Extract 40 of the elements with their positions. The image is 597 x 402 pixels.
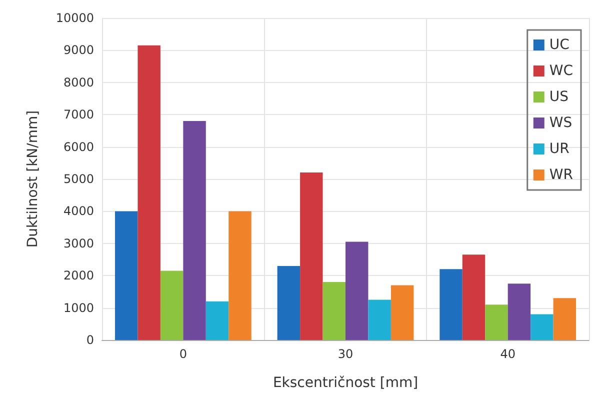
- y-tick-label: 7000: [63, 108, 94, 122]
- y-tick-label: 2000: [63, 268, 94, 283]
- bar: [206, 301, 229, 340]
- bar: [277, 266, 300, 340]
- y-tick-label: 0: [86, 333, 94, 347]
- bar: [138, 45, 160, 340]
- x-tick-label: 0: [179, 347, 187, 361]
- y-tick-label: 4000: [63, 204, 94, 218]
- x-tick-label: 30: [338, 347, 354, 361]
- y-tick-label: 3000: [63, 236, 94, 250]
- y-tick-label: 10000: [56, 11, 94, 25]
- legend-label: UR: [549, 141, 570, 157]
- bar: [553, 298, 576, 340]
- x-axis-title: Ekscentričnost [mm]: [272, 375, 418, 391]
- bar: [114, 211, 138, 340]
- bar: [228, 211, 252, 340]
- legend-label: WS: [549, 115, 572, 131]
- y-axis-title: Duktilnost [kN/mm]: [25, 110, 41, 248]
- legend-label: UC: [549, 37, 570, 53]
- y-tick-label: 8000: [63, 75, 94, 90]
- bar: [183, 121, 206, 340]
- legend-label: WR: [549, 167, 574, 183]
- bar: [530, 314, 554, 340]
- legend-label: US: [549, 89, 569, 105]
- bar: [440, 269, 462, 340]
- bar: [485, 304, 508, 340]
- y-tick-label: 1000: [63, 300, 94, 315]
- bar: [300, 172, 323, 340]
- bar: [322, 282, 346, 340]
- bar: [160, 270, 184, 340]
- legend-label: WC: [549, 63, 574, 79]
- y-tick-label: 9000: [63, 43, 94, 58]
- bar: [368, 300, 391, 340]
- y-tick-label: 5000: [63, 172, 94, 186]
- x-tick-label: 40: [500, 347, 516, 361]
- bar: [508, 284, 531, 340]
- bar: [462, 254, 486, 340]
- bar: [346, 242, 368, 340]
- bar: [390, 285, 414, 340]
- y-tick-label: 6000: [63, 140, 94, 154]
